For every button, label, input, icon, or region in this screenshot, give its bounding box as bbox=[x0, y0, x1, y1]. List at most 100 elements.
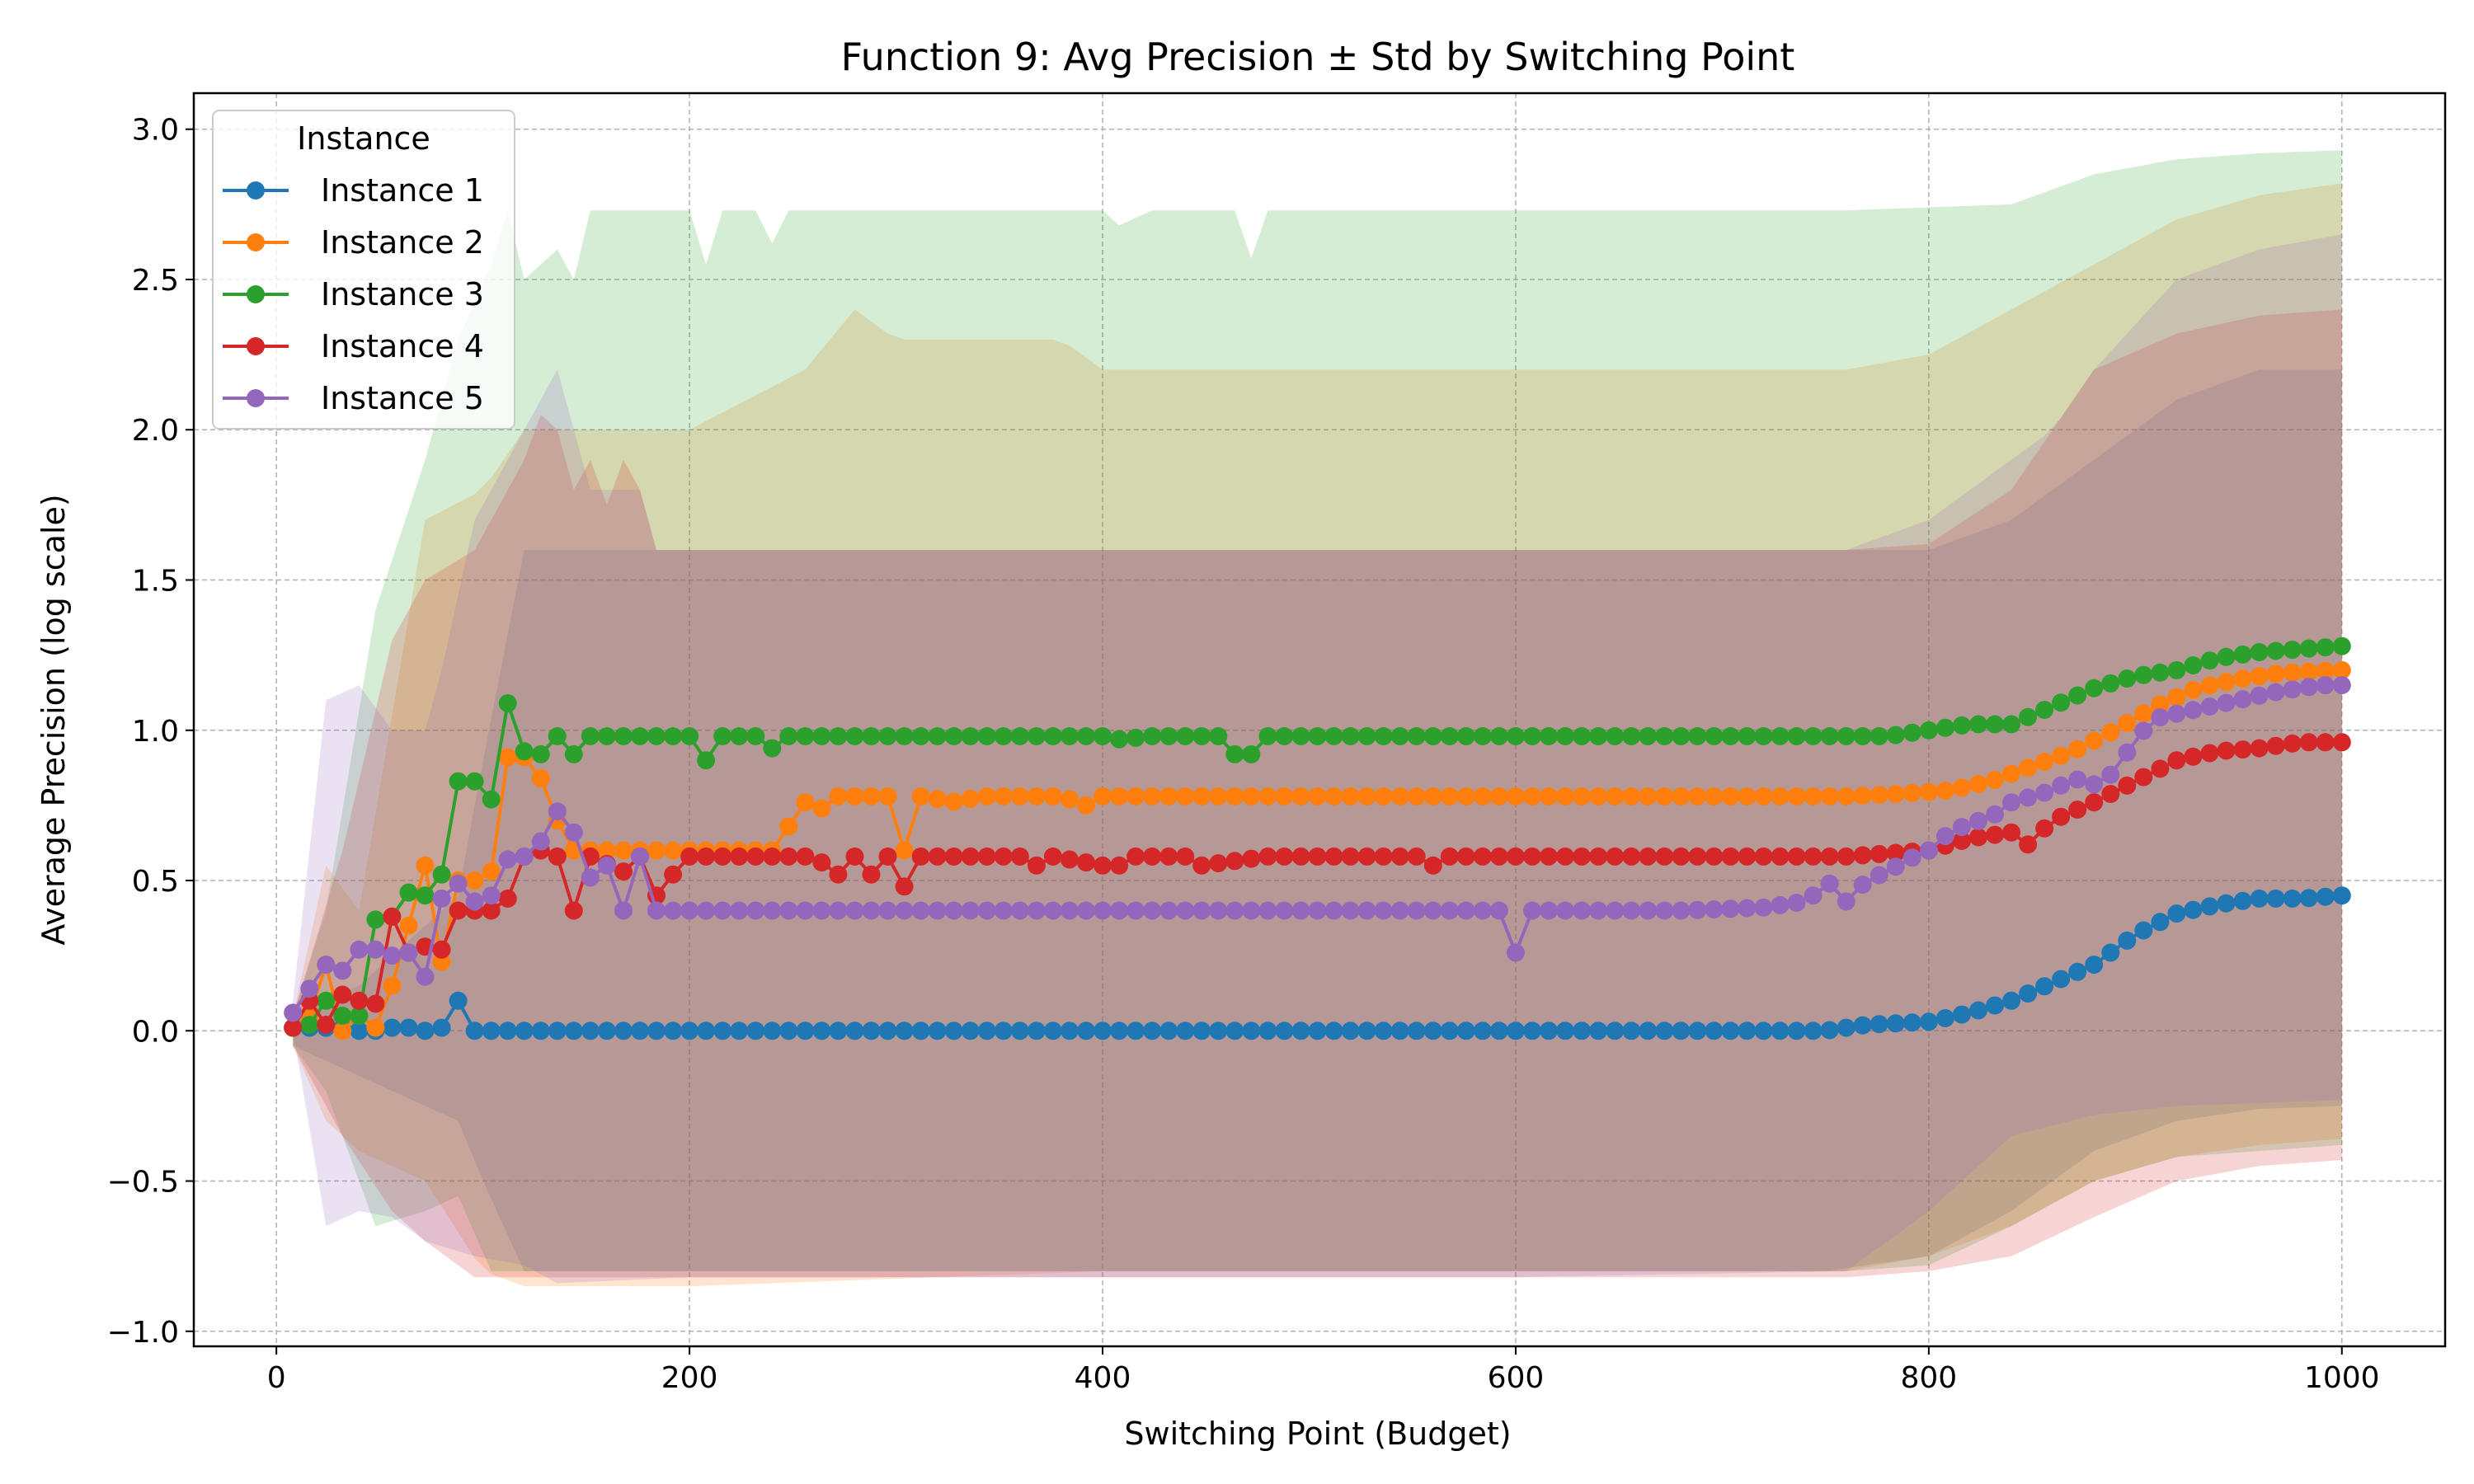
data-point bbox=[1291, 847, 1310, 866]
data-point bbox=[1291, 787, 1310, 805]
data-point bbox=[1969, 715, 1987, 734]
data-point bbox=[1705, 787, 1724, 805]
data-point bbox=[763, 847, 782, 866]
data-point bbox=[1870, 866, 1888, 885]
legend-label: Instance 2 bbox=[321, 224, 484, 261]
data-point bbox=[2035, 753, 2054, 771]
data-point bbox=[2085, 775, 2104, 794]
data-point bbox=[2217, 693, 2236, 712]
data-point bbox=[1258, 901, 1277, 920]
data-point bbox=[1060, 790, 1079, 809]
data-point bbox=[1705, 847, 1724, 866]
data-point bbox=[713, 847, 732, 866]
data-point bbox=[1952, 831, 1971, 850]
data-point bbox=[383, 976, 402, 995]
x-tick-label: 800 bbox=[1900, 1361, 1957, 1395]
data-point bbox=[862, 787, 881, 805]
data-point bbox=[1787, 727, 1806, 745]
data-point bbox=[2052, 807, 2071, 826]
data-point bbox=[1143, 1021, 1162, 1040]
data-point bbox=[2167, 704, 2186, 723]
data-point bbox=[878, 847, 897, 866]
data-point bbox=[977, 727, 996, 745]
data-point bbox=[1721, 1021, 1740, 1040]
y-tick-label: 2.0 bbox=[132, 414, 179, 448]
data-point bbox=[1820, 1021, 1839, 1040]
data-point bbox=[432, 940, 451, 959]
data-point bbox=[597, 841, 616, 860]
data-point bbox=[482, 901, 501, 920]
data-point bbox=[1291, 901, 1310, 920]
data-point bbox=[1010, 787, 1029, 805]
data-point bbox=[399, 916, 418, 935]
data-point bbox=[1506, 727, 1525, 745]
data-point bbox=[911, 727, 930, 745]
data-point bbox=[2233, 740, 2252, 759]
data-point bbox=[1374, 727, 1393, 745]
data-point bbox=[1986, 770, 2004, 789]
data-point bbox=[548, 727, 567, 745]
data-point bbox=[944, 1021, 963, 1040]
data-point bbox=[1672, 787, 1691, 805]
data-point bbox=[944, 901, 963, 920]
grid bbox=[194, 93, 2445, 1346]
y-tick-label: −0.5 bbox=[107, 1166, 179, 1200]
data-point bbox=[2118, 714, 2137, 732]
data-point bbox=[911, 847, 930, 866]
data-point bbox=[1010, 901, 1029, 920]
data-point bbox=[2250, 643, 2269, 661]
data-point bbox=[664, 865, 683, 884]
data-point bbox=[961, 789, 980, 808]
data-point bbox=[1853, 846, 1872, 865]
data-point bbox=[1192, 727, 1211, 745]
data-point bbox=[977, 847, 996, 866]
data-point bbox=[1357, 787, 1376, 805]
data-point bbox=[1110, 730, 1129, 749]
data-point bbox=[1308, 787, 1327, 805]
data-point bbox=[1952, 716, 1971, 735]
data-point bbox=[1275, 727, 1294, 745]
x-axis-label: Switching Point (Budget) bbox=[1124, 1416, 1511, 1452]
data-point bbox=[531, 1021, 550, 1040]
data-point bbox=[812, 901, 831, 920]
data-point bbox=[1225, 744, 1244, 763]
data-point bbox=[597, 856, 616, 875]
data-point bbox=[796, 901, 815, 920]
data-point bbox=[1209, 1021, 1228, 1040]
data-point bbox=[1407, 787, 1426, 805]
data-point bbox=[1952, 818, 1971, 837]
data-point bbox=[2151, 759, 2170, 778]
data-point bbox=[2299, 889, 2318, 908]
legend-label: Instance 3 bbox=[321, 276, 484, 312]
data-point bbox=[1126, 728, 1145, 747]
data-point bbox=[548, 847, 567, 866]
data-point bbox=[2217, 741, 2236, 760]
data-point bbox=[845, 901, 864, 920]
data-point bbox=[498, 889, 517, 908]
data-point bbox=[977, 1021, 996, 1040]
data-point bbox=[1143, 847, 1162, 866]
x-tick-label: 400 bbox=[1075, 1361, 1131, 1395]
data-point bbox=[2035, 701, 2054, 719]
data-point bbox=[1556, 1021, 1574, 1040]
data-point bbox=[1225, 901, 1244, 920]
data-point bbox=[1672, 901, 1691, 920]
data-point bbox=[763, 901, 782, 920]
data-point bbox=[564, 823, 583, 842]
data-point bbox=[614, 727, 633, 745]
data-point bbox=[1853, 1016, 1872, 1035]
data-point bbox=[2101, 943, 2120, 962]
data-point bbox=[1126, 901, 1145, 920]
data-point bbox=[713, 901, 732, 920]
data-point bbox=[1935, 718, 1954, 737]
data-point bbox=[647, 841, 666, 860]
data-point bbox=[2002, 823, 2020, 842]
data-point bbox=[779, 901, 798, 920]
data-point bbox=[1540, 1021, 1558, 1040]
data-point bbox=[2283, 641, 2302, 660]
data-point bbox=[1754, 1021, 1773, 1040]
data-point bbox=[1606, 787, 1625, 805]
data-point bbox=[449, 874, 468, 893]
data-point bbox=[416, 967, 435, 986]
